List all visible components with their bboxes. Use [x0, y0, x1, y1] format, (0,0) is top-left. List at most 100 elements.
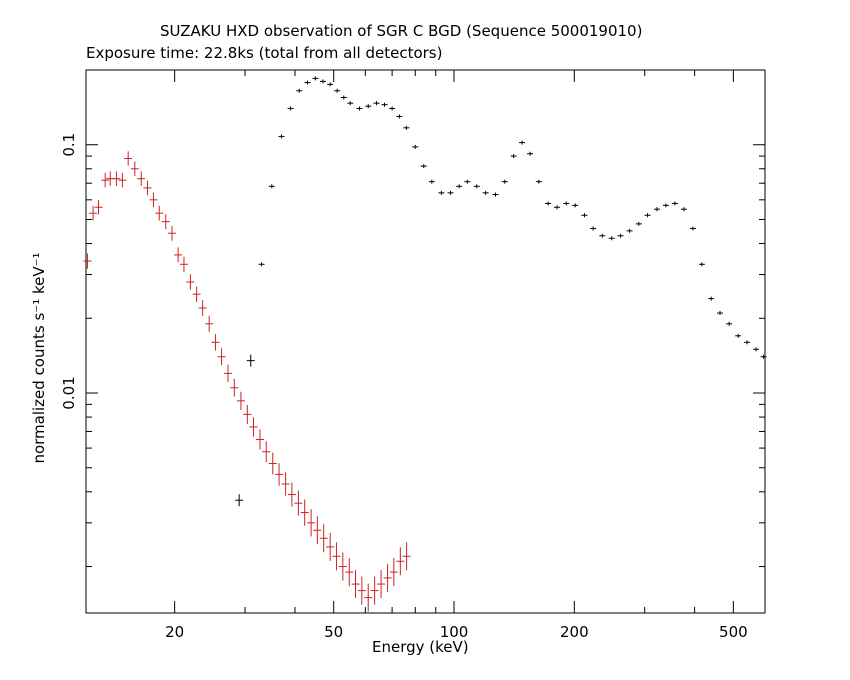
data-point — [161, 214, 170, 230]
data-point — [365, 104, 372, 109]
data-point — [130, 161, 139, 177]
data-point — [326, 532, 335, 561]
data-point — [599, 233, 606, 238]
data-point — [230, 378, 239, 397]
data-point — [211, 334, 220, 351]
chart-title: SUZAKU HXD observation of SGR C BGD (Seq… — [160, 22, 643, 40]
data-point — [246, 354, 255, 367]
data-point — [644, 213, 651, 218]
data-point — [680, 207, 687, 212]
data-point — [396, 114, 403, 119]
data-point — [137, 171, 146, 186]
data-point — [124, 151, 133, 166]
data-point — [447, 190, 454, 195]
data-point — [735, 333, 742, 338]
data-point — [205, 315, 214, 332]
series-1 — [235, 76, 767, 507]
data-point — [262, 441, 271, 463]
data-point — [155, 205, 164, 221]
data-point — [312, 76, 319, 81]
data-point — [412, 144, 419, 149]
data-point — [345, 558, 354, 587]
data-point — [438, 190, 445, 195]
data-point — [617, 233, 624, 238]
x-tick-label: 100 — [440, 623, 469, 641]
data-point — [364, 583, 373, 612]
data-point — [428, 179, 435, 184]
data-point — [662, 203, 669, 208]
data-point — [717, 311, 724, 316]
x-tick-label: 20 — [165, 623, 184, 641]
data-point — [186, 274, 195, 290]
data-point — [255, 429, 264, 450]
data-point — [83, 253, 92, 269]
data-point — [192, 286, 201, 303]
data-point — [338, 552, 347, 581]
data-point — [179, 256, 188, 272]
data-point — [351, 570, 360, 599]
data-point — [373, 101, 380, 106]
data-point — [671, 201, 678, 206]
data-point — [420, 164, 427, 169]
data-point — [581, 213, 588, 218]
data-point — [89, 205, 98, 221]
data-point — [492, 192, 499, 197]
data-point — [224, 364, 233, 383]
data-point — [760, 354, 767, 359]
data-point — [198, 300, 207, 316]
data-point — [572, 203, 579, 208]
data-point — [217, 348, 226, 366]
data-series — [83, 76, 767, 612]
x-axis-label: Energy (keV) — [372, 638, 469, 656]
data-point — [456, 184, 463, 189]
data-point — [168, 225, 177, 241]
data-point — [268, 184, 275, 189]
data-point — [482, 190, 489, 195]
series-0 — [83, 151, 411, 612]
data-point — [101, 172, 110, 188]
x-tick-label: 200 — [560, 623, 589, 641]
data-point — [501, 179, 508, 184]
data-point — [553, 205, 560, 210]
data-point — [370, 576, 379, 605]
axis-ticks: 20 50 100 200 500 0.01 0.1 — [60, 69, 765, 641]
data-point — [389, 558, 398, 587]
data-point — [287, 106, 294, 111]
data-point — [307, 509, 316, 537]
data-point — [334, 88, 341, 93]
data-point — [377, 570, 386, 599]
data-point — [356, 106, 363, 111]
data-point — [319, 524, 328, 553]
data-point — [563, 201, 570, 206]
data-point — [294, 490, 303, 516]
data-point — [278, 134, 285, 139]
data-point — [653, 207, 660, 212]
y-tick-label: 0.1 — [60, 133, 78, 157]
data-point — [174, 247, 183, 263]
data-point — [510, 154, 517, 159]
data-point — [396, 547, 405, 576]
data-point — [381, 102, 388, 107]
data-point — [332, 542, 341, 571]
data-point — [726, 321, 733, 326]
chart-subtitle: Exposure time: 22.8ks (total from all de… — [86, 44, 443, 62]
data-point — [389, 106, 396, 111]
data-point — [94, 199, 103, 215]
data-point — [319, 79, 326, 84]
data-point — [626, 228, 633, 233]
y-tick-label: 0.01 — [60, 376, 78, 409]
data-point — [708, 296, 715, 301]
data-point — [753, 347, 760, 352]
x-tick-label: 500 — [719, 623, 748, 641]
data-point — [545, 201, 552, 206]
data-point — [590, 226, 597, 231]
data-point — [268, 452, 277, 475]
data-point — [527, 151, 534, 156]
data-point — [402, 542, 411, 571]
data-point — [118, 172, 127, 188]
data-point — [357, 576, 366, 605]
data-point — [698, 262, 705, 267]
data-point — [287, 482, 296, 507]
data-point — [327, 82, 334, 87]
